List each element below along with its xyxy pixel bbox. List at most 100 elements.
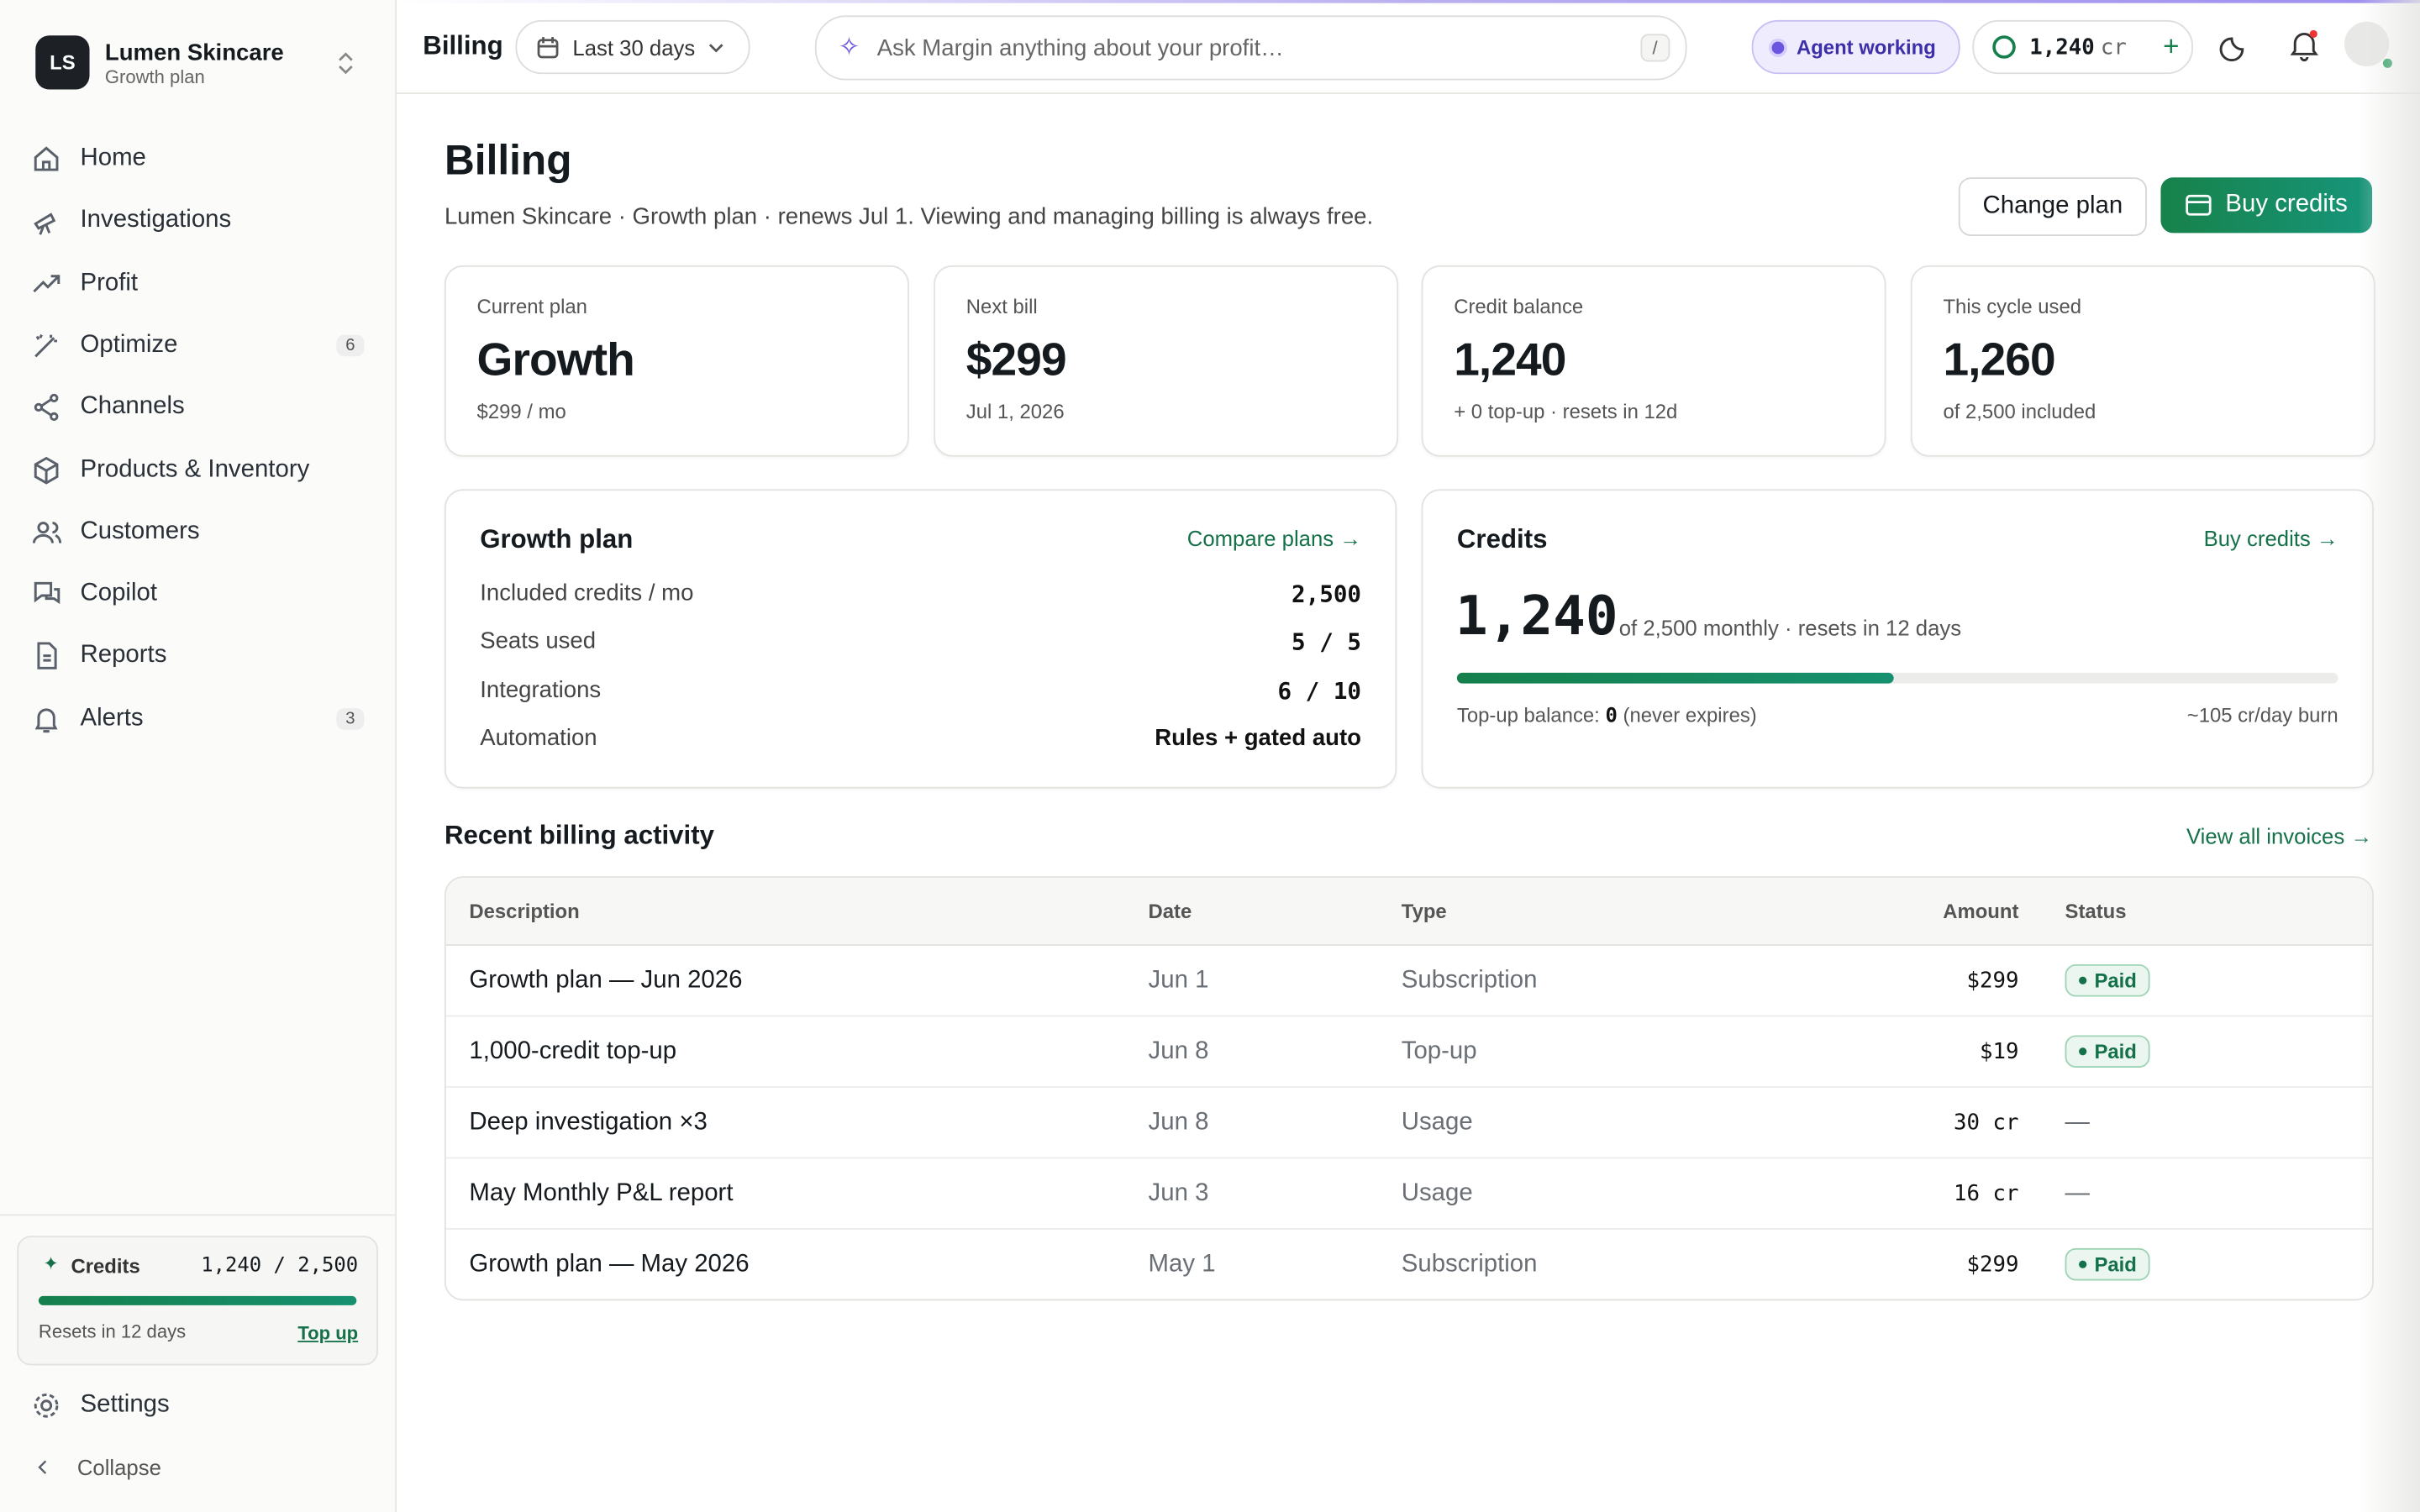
status-badge: Paid [2065, 1035, 2151, 1068]
notifications[interactable] [2287, 28, 2321, 62]
nav-label: Optimize [80, 331, 178, 358]
nav-badge: 3 [336, 707, 365, 730]
org-switch[interactable] [335, 51, 357, 76]
org-plan: Growth plan [104, 66, 205, 88]
plan-card: Growth plan Compare plans → Included cre… [444, 489, 1397, 789]
description: Growth plan — May 2026 [469, 1250, 750, 1277]
credits-value: 1,240 / 2,500 [201, 1254, 359, 1278]
status-dash: — [2065, 1179, 2090, 1206]
credits-track [1456, 672, 2338, 684]
nav-icon [34, 146, 59, 171]
status-cell: — [2042, 1158, 2373, 1230]
activity-row: May Monthly P&L report Jun 3 Usage 16 cr — [445, 1158, 2373, 1230]
stat-label: Credit balance [1454, 294, 1584, 318]
page-title: Billing [423, 30, 503, 60]
column-header: Date [1124, 878, 1379, 946]
column-header: Description [445, 878, 1125, 946]
nav-badge: 6 [336, 334, 365, 357]
activity-title: Recent billing activity [444, 821, 714, 851]
nav-label: Copilot [80, 580, 158, 607]
nav-item[interactable]: Customers [31, 509, 365, 555]
stat-note: $299 / mo [476, 399, 566, 423]
buy-credits-link[interactable]: Buy credits → [2203, 526, 2338, 551]
nav-label: Home [80, 144, 146, 171]
agent-label: Agent working [1796, 35, 1936, 59]
credits-resets: Resets in 12 days [38, 1320, 187, 1342]
status-cell: Paid [2042, 946, 2373, 1017]
stat-card: Current plan Growth $299 / mo [444, 265, 909, 457]
credits-card-title: Credits [1456, 524, 1548, 554]
agent-status[interactable]: Agent working [1751, 19, 1960, 75]
nav-item[interactable]: Channels [31, 385, 365, 431]
plan-row-value: 6 / 10 [1277, 677, 1362, 706]
buy-credits-label: Buy credits [2225, 191, 2348, 218]
change-plan-button[interactable]: Change plan [1958, 177, 2147, 237]
nav-item[interactable]: Products & Inventory [31, 447, 365, 493]
subtitle: Lumen Skincare · Growth plan · renews Ju… [444, 203, 1374, 230]
credits-label: Credits [71, 1254, 140, 1278]
nav-item[interactable]: Alerts 3 [31, 696, 365, 742]
type: Top-up [1378, 1016, 1842, 1088]
amount: $299 [1966, 1252, 2019, 1277]
nav-label: Reports [80, 642, 167, 669]
plan-row: Integrations 6 / 10 [480, 677, 1361, 705]
nav-item[interactable]: Optimize 6 [31, 323, 365, 369]
compare-plans-link[interactable]: Compare plans → [1186, 526, 1362, 551]
nav-item[interactable]: Home [31, 136, 365, 182]
collapse-link[interactable]: Collapse [31, 1444, 365, 1490]
stat-value: Growth [476, 334, 635, 386]
date: Jun 1 [1124, 946, 1379, 1017]
credit-pill[interactable]: 1,240 cr + [1972, 19, 2194, 75]
plan-row: Seats used 5 / 5 [480, 628, 1361, 656]
date-range[interactable]: Last 30 days [515, 19, 750, 75]
nav-label: Investigations [80, 207, 232, 234]
theme-toggle[interactable] [2219, 31, 2250, 62]
stat-value: 1,260 [1943, 334, 2055, 386]
amount: $19 [1841, 1016, 2043, 1088]
status-dash: — [2065, 1108, 2090, 1135]
top-bar: Billing Last 30 days ✧ Ask Margin anythi… [397, 0, 2420, 95]
edge-shade [2358, 0, 2420, 1512]
description: Growth plan — Jun 2026 [445, 946, 1125, 1017]
type: Usage [1378, 1088, 1842, 1159]
settings-link[interactable]: Settings [31, 1383, 365, 1429]
nav-icon [34, 333, 57, 358]
credits-balance: 1,240 [1455, 585, 1618, 648]
nav-item[interactable]: Reports [31, 633, 365, 680]
date: Jun 8 [1124, 1088, 1379, 1159]
credit-count: 1,240 [2029, 34, 2095, 60]
nav-label: Profit [80, 269, 139, 296]
activity-row: Growth plan — May 2026 May 1 Subscription $… [446, 1230, 2372, 1299]
status-cell: — [2042, 1088, 2373, 1159]
view-invoices-link[interactable]: View all invoices → [2186, 823, 2373, 849]
progress-line [397, 0, 2420, 3]
settings-label: Settings [80, 1391, 170, 1418]
amount: 30 cr [1841, 1088, 2043, 1159]
activity-row: Deep investigation ×3 Jun 8 Usage 30 cr — [445, 1088, 2373, 1159]
date-range-label: Last 30 days [572, 34, 696, 60]
description: May Monthly P&L report [445, 1158, 1125, 1230]
plan-row-value: Rules + gated auto [1155, 725, 1362, 752]
nav-item[interactable]: Investigations [31, 198, 365, 244]
nav-icon [34, 581, 60, 605]
nav-icon [32, 521, 62, 543]
nav-icon [34, 707, 58, 732]
amount: 16 cr [1841, 1158, 2043, 1230]
type: Subscription [1401, 1250, 1538, 1277]
stat-note: + 0 top-up · resets in 12d [1454, 399, 1678, 423]
plan-card-title: Growth plan [480, 524, 634, 554]
nav-item[interactable]: Copilot [31, 571, 365, 617]
buy-credits-button[interactable]: Buy credits [2160, 177, 2373, 234]
nav-item[interactable]: Profit [31, 260, 365, 307]
search-box[interactable]: ✧ Ask Margin anything about your profit…… [814, 15, 1687, 81]
plan-row-label: Seats used [480, 627, 597, 654]
nav-icon [33, 274, 60, 292]
nav-label: Alerts [80, 704, 144, 732]
topup-balance: Top-up balance: 0 (never expires) [1457, 704, 1757, 728]
stat-value: $299 [965, 334, 1067, 386]
description: 1,000-credit top-up [445, 1016, 1125, 1088]
top-up-link[interactable]: Top up [297, 1322, 359, 1344]
plan-row: Included credits / mo 2,500 [480, 580, 1361, 608]
column-header: Type [1378, 878, 1842, 946]
